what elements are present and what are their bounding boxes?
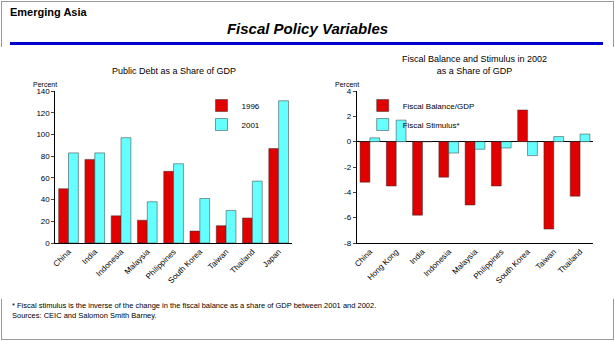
svg-text:Percent: Percent xyxy=(335,81,359,88)
svg-text:Malaysia: Malaysia xyxy=(451,247,480,276)
svg-text:Hong Kong: Hong Kong xyxy=(366,247,401,282)
svg-text:Percent: Percent xyxy=(33,81,57,88)
svg-text:140: 140 xyxy=(36,87,50,96)
svg-text:South Korea: South Korea xyxy=(494,247,532,285)
svg-text:0: 0 xyxy=(45,239,50,248)
svg-text:Philippines: Philippines xyxy=(144,247,178,281)
svg-text:60: 60 xyxy=(41,174,50,183)
svg-text:India: India xyxy=(80,247,99,266)
svg-text:China: China xyxy=(353,247,375,269)
html-text:Fiscal Policy Variables: Fiscal Policy Variables xyxy=(226,20,389,37)
svg-text:2001: 2001 xyxy=(242,121,260,130)
svg-text:4: 4 xyxy=(347,87,352,96)
svg-text:2: 2 xyxy=(347,112,352,121)
svg-text:120: 120 xyxy=(36,109,50,118)
svg-text:-2: -2 xyxy=(344,163,352,172)
svg-text:Fiscal Stimulus*: Fiscal Stimulus* xyxy=(403,121,460,130)
svg-text:-4: -4 xyxy=(344,188,352,197)
svg-text:China: China xyxy=(52,247,74,269)
svg-text:-8: -8 xyxy=(344,239,352,248)
svg-text:20: 20 xyxy=(41,217,50,226)
html-text:Emerging Asia: Emerging Asia xyxy=(10,6,87,18)
svg-text:Indonesia: Indonesia xyxy=(422,247,453,278)
svg-text:Public Debt as a Share of GDP: Public Debt as a Share of GDP xyxy=(112,66,236,76)
svg-text:Fiscal Balance and Stimulus in: Fiscal Balance and Stimulus in 2002as a … xyxy=(402,54,547,76)
svg-text:Thailand: Thailand xyxy=(229,247,257,275)
svg-text:Malaysia: Malaysia xyxy=(123,247,152,276)
svg-text:India: India xyxy=(408,247,427,266)
svg-text:80: 80 xyxy=(41,152,50,161)
svg-text:Fiscal Balance/GDP: Fiscal Balance/GDP xyxy=(403,102,475,111)
svg-text:South Korea: South Korea xyxy=(166,247,204,285)
html-text:* Fiscal stimulus is the inver: * Fiscal stimulus is the inverse of the … xyxy=(12,301,377,310)
svg-text:Taiwan: Taiwan xyxy=(534,247,558,271)
svg-text:100: 100 xyxy=(36,130,50,139)
svg-text:40: 40 xyxy=(41,195,50,204)
svg-text:Japan: Japan xyxy=(261,247,283,269)
svg-text:1996: 1996 xyxy=(242,102,260,111)
svg-text:0: 0 xyxy=(347,137,352,146)
svg-text:Philippines: Philippines xyxy=(472,247,506,281)
svg-text:Thailand: Thailand xyxy=(556,247,584,275)
svg-text:-6: -6 xyxy=(344,213,352,222)
html-text:Sources: CEIC and Salomon Smit: Sources: CEIC and Salomon Smith Barney. xyxy=(12,311,157,320)
svg-text:Indonesia: Indonesia xyxy=(94,247,125,278)
svg-text:Taiwan: Taiwan xyxy=(206,247,230,271)
